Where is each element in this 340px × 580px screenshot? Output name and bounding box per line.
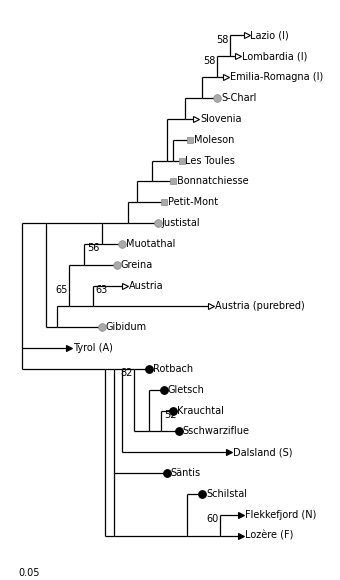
- Text: Moleson: Moleson: [194, 135, 235, 144]
- Text: Austria (purebred): Austria (purebred): [215, 302, 305, 311]
- Text: 56: 56: [87, 243, 99, 253]
- Text: Emilia-Romagna (I): Emilia-Romagna (I): [230, 72, 323, 82]
- Text: Muotathal: Muotathal: [126, 239, 176, 249]
- Text: Krauchtal: Krauchtal: [176, 405, 223, 416]
- Text: Säntis: Säntis: [171, 468, 201, 478]
- Text: Schilstal: Schilstal: [206, 489, 247, 499]
- Text: Lombardia (I): Lombardia (I): [242, 51, 307, 61]
- Text: S-Charl: S-Charl: [221, 93, 256, 103]
- Text: Tyrol (A): Tyrol (A): [73, 343, 113, 353]
- Text: Lozère (F): Lozère (F): [244, 531, 293, 541]
- Text: Austria: Austria: [129, 281, 164, 291]
- Text: Justistal: Justistal: [162, 218, 200, 228]
- Text: 58: 58: [217, 35, 229, 45]
- Text: Bonnatchiesse: Bonnatchiesse: [176, 176, 248, 186]
- Text: Petit-Mont: Petit-Mont: [168, 197, 218, 207]
- Text: 60: 60: [206, 514, 219, 524]
- Text: Gibidum: Gibidum: [106, 322, 147, 332]
- Text: 52: 52: [164, 410, 176, 420]
- Text: Lazio (I): Lazio (I): [251, 30, 289, 41]
- Text: 0.05: 0.05: [19, 568, 40, 578]
- Text: Slovenia: Slovenia: [200, 114, 242, 124]
- Text: 82: 82: [120, 368, 133, 378]
- Text: Flekkefjord (N): Flekkefjord (N): [244, 510, 316, 520]
- Text: Gletsch: Gletsch: [168, 385, 205, 395]
- Text: Dalsland (S): Dalsland (S): [233, 447, 292, 458]
- Text: Greina: Greina: [120, 260, 153, 270]
- Text: Rotbach: Rotbach: [153, 364, 193, 374]
- Text: 65: 65: [55, 285, 68, 295]
- Text: 58: 58: [203, 56, 216, 66]
- Text: Les Toules: Les Toules: [185, 155, 235, 165]
- Text: Sschwarziflue: Sschwarziflue: [183, 426, 250, 437]
- Text: 63: 63: [96, 285, 108, 295]
